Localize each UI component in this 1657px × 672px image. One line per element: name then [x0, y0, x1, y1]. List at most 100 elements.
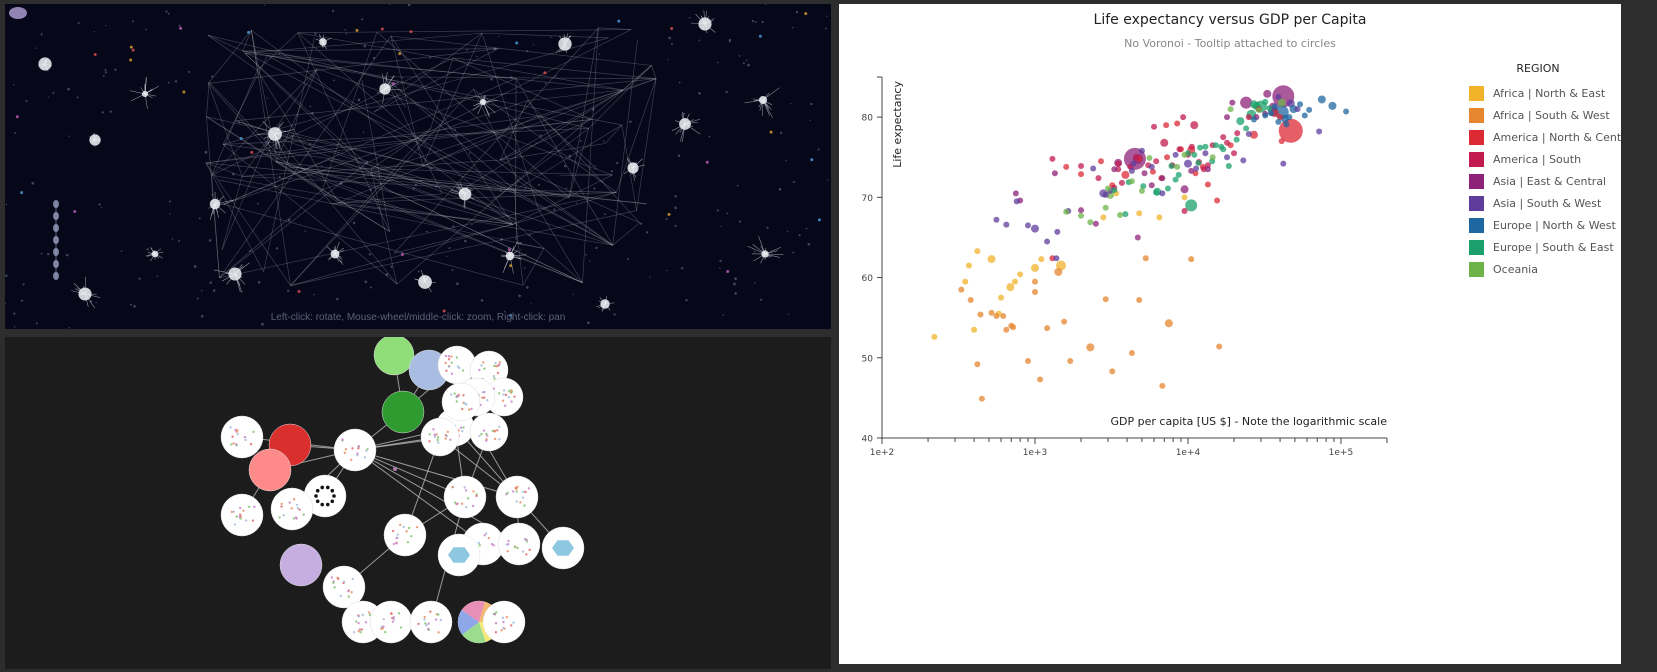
graph-node-thumb[interactable]	[495, 475, 539, 519]
bubble[interactable]	[1141, 170, 1148, 177]
bubble[interactable]	[1163, 122, 1170, 129]
cluster-node[interactable]	[78, 287, 92, 301]
bubble[interactable]	[1030, 224, 1039, 233]
bubble[interactable]	[1012, 190, 1019, 197]
bubble[interactable]	[1197, 144, 1204, 151]
bubble[interactable]	[1294, 106, 1301, 113]
bubble[interactable]	[1138, 147, 1145, 154]
graph-node-solid[interactable]	[373, 337, 415, 376]
bubble[interactable]	[1231, 150, 1238, 157]
bubble[interactable]	[1115, 160, 1122, 167]
bubble[interactable]	[1216, 343, 1223, 350]
bubble[interactable]	[1191, 151, 1198, 158]
legend-item[interactable]: America | South	[1469, 148, 1619, 170]
cluster-node[interactable]	[379, 83, 391, 95]
bubble[interactable]	[1224, 139, 1231, 146]
bubble[interactable]	[1271, 103, 1278, 110]
cluster-node[interactable]	[600, 299, 610, 309]
bubble[interactable]	[1286, 114, 1293, 121]
bubble[interactable]	[1174, 163, 1181, 170]
bubble[interactable]	[1343, 108, 1350, 115]
cluster-node[interactable]	[627, 162, 639, 174]
graph-node-thumb[interactable]	[369, 600, 413, 644]
bubble[interactable]	[1240, 96, 1253, 109]
legend-item[interactable]: America | North & Central	[1469, 126, 1621, 148]
bubble[interactable]	[1181, 194, 1188, 201]
bubble[interactable]	[1130, 160, 1137, 167]
bubble[interactable]	[1128, 178, 1135, 185]
bubble[interactable]	[1063, 208, 1070, 215]
cluster-node[interactable]	[479, 98, 487, 106]
bubble[interactable]	[1180, 185, 1189, 194]
cluster-node[interactable]	[141, 90, 149, 98]
bubble[interactable]	[1249, 130, 1258, 139]
graph-node-hex[interactable]	[541, 526, 585, 570]
legend-item[interactable]: Africa | South & West	[1469, 104, 1619, 126]
bubble[interactable]	[1236, 117, 1245, 126]
cluster-node[interactable]	[761, 250, 769, 258]
bubble[interactable]	[1159, 175, 1166, 182]
bubble[interactable]	[1117, 211, 1124, 218]
bubble[interactable]	[1104, 185, 1111, 192]
bubble[interactable]	[1006, 283, 1015, 292]
bubble[interactable]	[967, 297, 974, 304]
bubble[interactable]	[1214, 197, 1221, 204]
bubble[interactable]	[1159, 382, 1166, 389]
bubble[interactable]	[1188, 256, 1195, 263]
bubble[interactable]	[1268, 110, 1275, 117]
bubble[interactable]	[1118, 179, 1125, 186]
bubble[interactable]	[1262, 98, 1269, 105]
bubble[interactable]	[965, 262, 972, 269]
bubble[interactable]	[1003, 326, 1010, 333]
bubble[interactable]	[958, 286, 965, 293]
bubble[interactable]	[1245, 130, 1252, 137]
legend-item[interactable]: Europe | South & East	[1469, 236, 1619, 258]
bubble[interactable]	[1128, 349, 1135, 356]
bubble[interactable]	[1195, 159, 1202, 166]
bubble[interactable]	[974, 248, 981, 255]
bubble[interactable]	[1054, 267, 1063, 276]
graph-node-thumb[interactable]	[484, 377, 524, 417]
force-graph-3d-viewport[interactable]: Left-click: rotate, Mouse-wheel/middle-c…	[5, 4, 831, 329]
cluster-node[interactable]	[679, 118, 691, 130]
bubble[interactable]	[1133, 154, 1140, 161]
graph-node-thumb[interactable]	[333, 428, 377, 472]
bubble[interactable]	[1078, 171, 1085, 178]
bubble[interactable]	[1204, 166, 1211, 173]
legend-item[interactable]: Europe | North & West	[1469, 214, 1619, 236]
bubble[interactable]	[1011, 278, 1018, 285]
bubble[interactable]	[1000, 313, 1007, 320]
bubble[interactable]	[1156, 214, 1163, 221]
graph-node-thumb[interactable]	[383, 513, 427, 557]
bubble[interactable]	[1180, 114, 1187, 121]
cluster-node[interactable]	[698, 17, 712, 31]
bubble[interactable]	[993, 216, 1000, 223]
cluster-node[interactable]	[319, 38, 327, 46]
graph-node-thumb[interactable]	[441, 382, 481, 422]
bubble[interactable]	[1153, 189, 1160, 196]
bubble[interactable]	[1024, 357, 1031, 364]
bubble[interactable]	[1240, 157, 1247, 164]
bubble[interactable]	[1078, 163, 1085, 170]
bubble[interactable]	[1086, 343, 1095, 352]
graph-node-thumb[interactable]	[497, 522, 541, 566]
bubble[interactable]	[978, 395, 985, 402]
bubble[interactable]	[1053, 255, 1060, 262]
bubble[interactable]	[1102, 191, 1109, 198]
bubble[interactable]	[1277, 98, 1286, 107]
bubble[interactable]	[1017, 271, 1024, 278]
bubble[interactable]	[1030, 263, 1039, 272]
bubble[interactable]	[1164, 154, 1171, 161]
bubble[interactable]	[1031, 278, 1038, 285]
bubble[interactable]	[1278, 138, 1285, 145]
bubble[interactable]	[987, 255, 996, 264]
cluster-node[interactable]	[268, 127, 282, 141]
bubble[interactable]	[1202, 143, 1209, 150]
bubble[interactable]	[1301, 112, 1308, 119]
graph-node-thumb[interactable]	[322, 565, 366, 609]
cluster-node[interactable]	[418, 275, 432, 289]
bubble[interactable]	[1234, 130, 1241, 137]
bubble[interactable]	[1067, 357, 1074, 364]
bubble[interactable]	[1003, 221, 1010, 228]
bubble[interactable]	[1283, 121, 1290, 128]
